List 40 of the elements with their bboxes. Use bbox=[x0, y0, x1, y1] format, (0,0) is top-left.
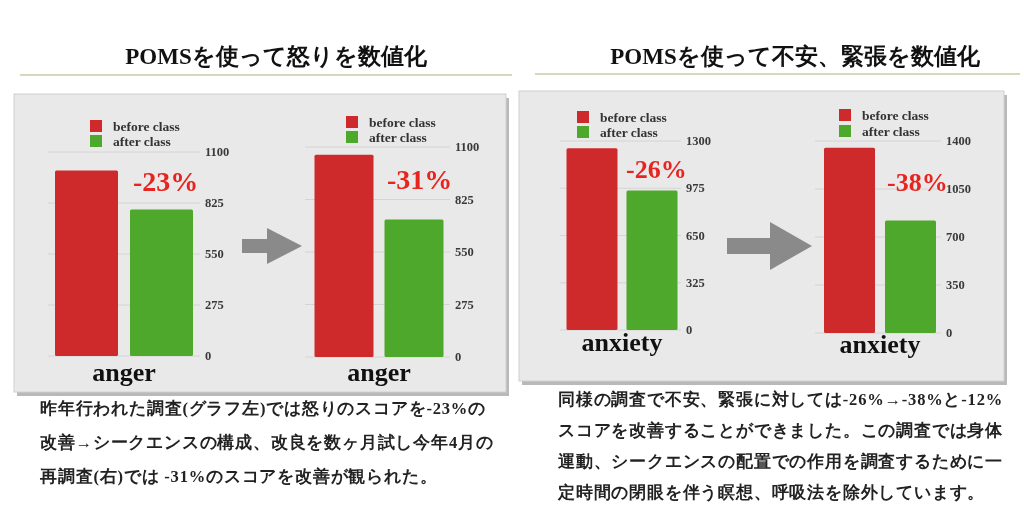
y2-tick-label: 0 bbox=[686, 323, 693, 337]
x-tick-label: anxiety bbox=[581, 328, 663, 357]
y2-tick-label: 825 bbox=[205, 196, 224, 210]
y2-tick-label: 325 bbox=[686, 275, 705, 290]
x-tick-label: anxiety bbox=[839, 330, 921, 359]
y2-tick-label: 700 bbox=[946, 230, 965, 244]
y2-tick-label: 975 bbox=[686, 181, 705, 196]
annotation: -38% bbox=[887, 168, 948, 197]
y2-tick-label: 0 bbox=[205, 349, 212, 363]
legend-label: before class bbox=[862, 107, 929, 123]
legend-label: after class bbox=[113, 133, 171, 149]
y2-tick-label: 275 bbox=[455, 297, 474, 312]
text: POMSを使って怒りを数値化 bbox=[125, 44, 428, 69]
annotation: -23% bbox=[133, 166, 199, 197]
legend-label: before class bbox=[113, 118, 180, 134]
y2-tick-label: 0 bbox=[455, 350, 462, 364]
y2-tick-label: 0 bbox=[946, 326, 953, 340]
y2-tick-label: 1100 bbox=[455, 140, 480, 154]
y2-tick-label: 350 bbox=[946, 278, 965, 292]
legend-label: before class bbox=[369, 114, 436, 130]
y2-tick-label: 550 bbox=[455, 245, 474, 259]
y2-tick-label: 825 bbox=[455, 192, 474, 207]
y2-tick-label: 650 bbox=[686, 228, 705, 243]
annotation: -26% bbox=[626, 155, 687, 184]
text: 同様の調査で不安、緊張に対しては-26%→-38%と-12%スコアを改善することができました。この調査では身体運動、シークエンスの配置での作用を調査するために一定時間の閉眼を伴う瞑想、呼吸法を除外しています。 bbox=[557, 390, 1004, 502]
text: 昨年行われた調査(グラフ左)では怒りのスコアを-23%の改善→シークエンスの構成、改良を数ヶ月試し今年4月の再調査(右)では -31%のスコアを改善が観られた。 bbox=[39, 399, 494, 486]
legend-label: after class bbox=[600, 124, 658, 140]
y2-tick-label: 1300 bbox=[686, 134, 711, 148]
y2-tick-label: 1050 bbox=[946, 182, 971, 196]
annotation: -31% bbox=[387, 164, 453, 195]
legend-label: after class bbox=[862, 123, 920, 139]
y2-tick-label: 550 bbox=[205, 247, 224, 261]
y2-tick-label: 275 bbox=[205, 298, 224, 312]
y2-tick-label: 1400 bbox=[946, 134, 971, 148]
legend-label: after class bbox=[369, 129, 427, 145]
x-tick-label: anger bbox=[92, 358, 156, 387]
legend-label: before class bbox=[600, 109, 667, 125]
text: POMSを使って不安、緊張を数値化 bbox=[610, 43, 981, 69]
y2-tick-label: 1100 bbox=[205, 145, 230, 159]
x-tick-label: anger bbox=[347, 358, 411, 387]
